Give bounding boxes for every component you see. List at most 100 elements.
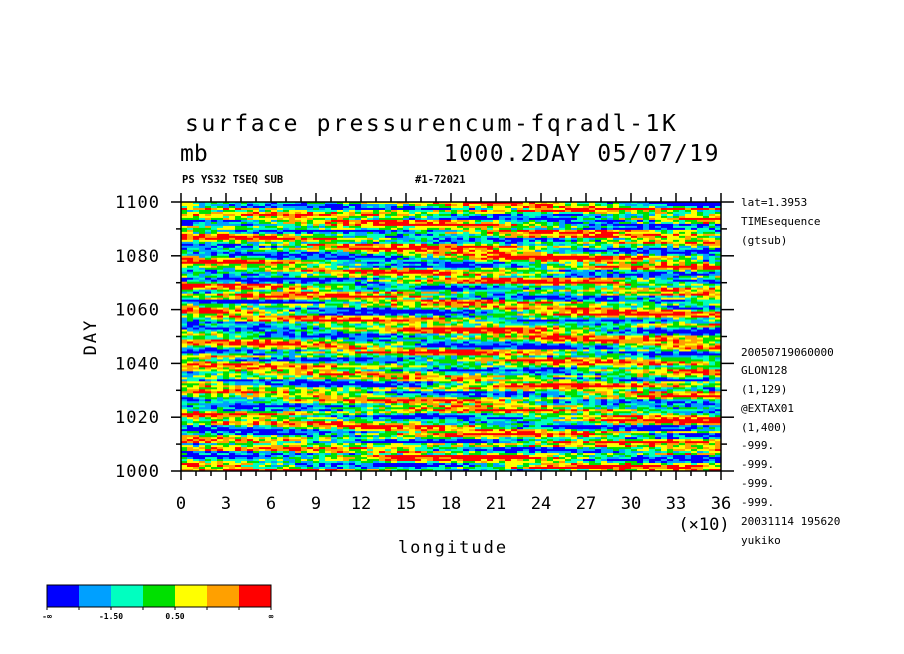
heatmap-cell bbox=[583, 205, 590, 209]
heatmap-cell bbox=[403, 227, 410, 231]
heatmap-cell bbox=[295, 213, 302, 217]
heatmap-cell bbox=[337, 237, 344, 241]
heatmap-cell bbox=[391, 251, 398, 255]
heatmap-cell bbox=[583, 299, 590, 303]
heatmap-cell bbox=[421, 247, 428, 251]
heatmap-cell bbox=[667, 275, 674, 279]
heatmap-cell bbox=[409, 285, 416, 289]
heatmap-cell bbox=[433, 255, 440, 259]
heatmap-cell bbox=[271, 202, 278, 205]
heatmap-cell bbox=[187, 215, 194, 219]
heatmap-cell bbox=[595, 277, 602, 281]
heatmap-cell bbox=[535, 281, 542, 285]
heatmap-cell bbox=[703, 267, 710, 271]
heatmap-cell bbox=[223, 223, 230, 227]
heatmap-cell bbox=[325, 257, 332, 261]
heatmap-cell bbox=[607, 203, 614, 207]
heatmap-cell bbox=[679, 295, 686, 299]
heatmap-cell bbox=[331, 249, 338, 253]
heatmap-cell bbox=[481, 239, 488, 243]
heatmap-cell bbox=[559, 205, 566, 209]
heatmap-cell bbox=[661, 251, 668, 255]
heatmap-cell bbox=[217, 269, 224, 273]
heatmap-cell bbox=[541, 209, 548, 213]
heatmap-cell bbox=[391, 287, 398, 291]
heatmap-cell bbox=[535, 247, 542, 251]
heatmap-cell bbox=[691, 235, 698, 239]
heatmap-cell bbox=[313, 247, 320, 251]
heatmap-cell bbox=[313, 255, 320, 259]
heatmap-cell bbox=[397, 213, 404, 217]
heatmap-cell bbox=[217, 235, 224, 239]
heatmap-cell bbox=[367, 303, 374, 307]
heatmap-cell bbox=[655, 215, 662, 219]
heatmap-cell bbox=[283, 237, 290, 241]
heatmap-cell bbox=[559, 295, 566, 299]
heatmap-cell bbox=[295, 283, 302, 287]
heatmap-cell bbox=[349, 289, 356, 293]
heatmap-cell bbox=[373, 289, 380, 293]
heatmap-cell bbox=[283, 243, 290, 247]
heatmap-cell bbox=[259, 299, 266, 303]
heatmap-cell bbox=[607, 229, 614, 233]
heatmap-cell bbox=[493, 239, 500, 243]
heatmap-cell bbox=[193, 267, 200, 271]
heatmap-cell bbox=[433, 267, 440, 271]
heatmap-cell bbox=[241, 225, 248, 229]
heatmap-cell bbox=[499, 221, 506, 225]
heatmap-cell bbox=[205, 213, 212, 217]
heatmap-cell bbox=[679, 303, 686, 307]
heatmap-cell bbox=[685, 279, 692, 283]
heatmap-cell bbox=[283, 219, 290, 223]
heatmap-cell bbox=[625, 283, 632, 287]
heatmap-cell bbox=[709, 277, 716, 281]
heatmap-cell bbox=[655, 203, 662, 207]
heatmap-cell bbox=[493, 261, 500, 265]
heatmap-cell bbox=[439, 295, 446, 299]
heatmap-cell bbox=[199, 205, 206, 209]
heatmap-cell bbox=[517, 305, 524, 308]
heatmap-cell bbox=[241, 287, 248, 291]
heatmap-cell bbox=[613, 255, 620, 259]
heatmap-cell bbox=[343, 293, 350, 297]
heatmap-cell bbox=[439, 243, 446, 247]
heatmap-cell bbox=[583, 215, 590, 219]
heatmap-cell bbox=[511, 251, 518, 255]
heatmap-cell bbox=[445, 265, 452, 269]
heatmap-cell bbox=[511, 267, 518, 271]
heatmap-cell bbox=[529, 305, 536, 308]
heatmap-cell bbox=[601, 221, 608, 225]
heatmap-cell bbox=[475, 215, 482, 219]
heatmap-cell bbox=[673, 263, 680, 267]
heatmap-cell bbox=[511, 281, 518, 285]
heatmap-cell bbox=[577, 289, 584, 293]
heatmap-cell bbox=[469, 253, 476, 257]
heatmap-cell bbox=[217, 207, 224, 211]
heatmap-cell bbox=[511, 207, 518, 211]
heatmap-cell bbox=[391, 219, 398, 223]
heatmap-cell bbox=[535, 205, 542, 209]
heatmap-cell bbox=[295, 259, 302, 263]
heatmap-cell bbox=[631, 279, 638, 283]
heatmap-cell bbox=[235, 249, 242, 253]
heatmap-cell bbox=[439, 297, 446, 301]
heatmap-cell bbox=[181, 225, 188, 229]
heatmap-cell bbox=[247, 213, 254, 217]
heatmap-cell bbox=[331, 299, 338, 303]
heatmap-cell bbox=[181, 253, 188, 257]
heatmap-cell bbox=[313, 251, 320, 255]
heatmap-cell bbox=[637, 225, 644, 229]
heatmap-cell bbox=[577, 235, 584, 239]
heatmap-cell bbox=[259, 227, 266, 231]
heatmap-cell bbox=[475, 261, 482, 265]
heatmap-cell bbox=[385, 202, 392, 205]
heatmap-cell bbox=[511, 211, 518, 215]
heatmap-cell bbox=[613, 259, 620, 263]
heatmap-cell bbox=[259, 233, 266, 237]
heatmap-cell bbox=[409, 257, 416, 261]
heatmap-cell bbox=[667, 243, 674, 247]
heatmap-cell bbox=[499, 237, 506, 241]
heatmap-cell bbox=[481, 269, 488, 273]
heatmap-cell bbox=[343, 213, 350, 217]
heatmap-cell bbox=[595, 279, 602, 283]
